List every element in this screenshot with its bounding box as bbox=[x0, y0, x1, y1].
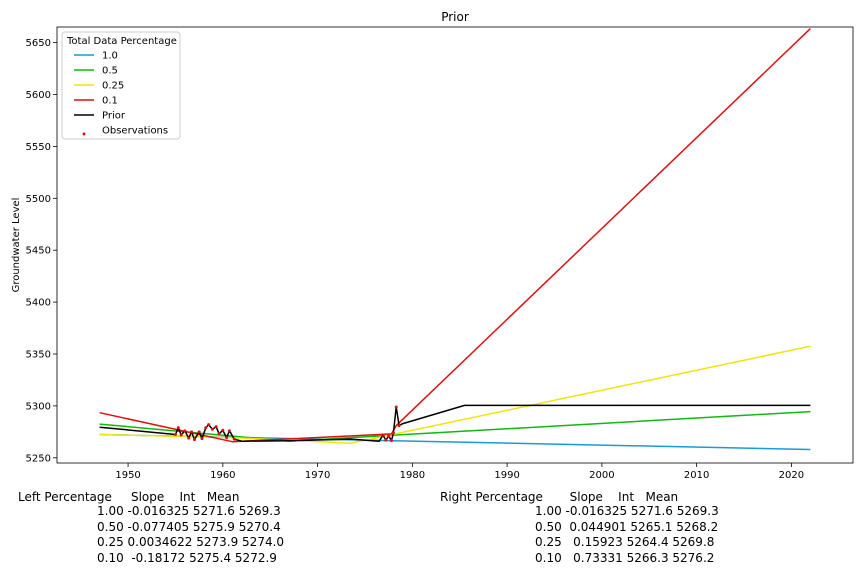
y-tick-label: 5650 bbox=[26, 38, 51, 49]
observation-point bbox=[190, 430, 194, 434]
right-table-row: 1.00 -0.016325 5271.6 5269.3 bbox=[535, 504, 719, 518]
left-stats-table: Left Percentage Slope Int Mean 1.00 -0.0… bbox=[18, 490, 284, 566]
y-tick-label: 5350 bbox=[26, 350, 51, 361]
observation-point bbox=[221, 428, 225, 432]
x-tick-label: 1970 bbox=[305, 470, 330, 481]
right-table-row: 0.25 0.15923 5264.4 5269.8 bbox=[535, 535, 715, 549]
y-tick-label: 5400 bbox=[26, 298, 51, 309]
left-table-row: 1.00 -0.016325 5271.6 5269.3 bbox=[97, 504, 281, 518]
series-line-0.1 bbox=[99, 28, 811, 443]
x-tick-label: 1980 bbox=[400, 470, 425, 481]
y-tick-label: 5500 bbox=[26, 194, 51, 205]
left-table-row: 0.10 -0.18172 5275.4 5272.9 bbox=[97, 550, 277, 565]
observation-point bbox=[227, 429, 231, 433]
x-tick-label: 1960 bbox=[210, 470, 235, 481]
observation-point bbox=[197, 430, 201, 434]
observation-point bbox=[173, 432, 177, 436]
right-stats-table: Right Percentage Slope Int Mean 1.00 -0.… bbox=[440, 490, 719, 566]
observation-point bbox=[179, 433, 183, 437]
observation-point bbox=[217, 432, 221, 436]
legend-entry: 0.5 bbox=[102, 66, 118, 77]
left-table-row: 0.25 0.0034622 5273.9 5274.0 bbox=[97, 535, 285, 549]
y-tick-label: 5300 bbox=[26, 401, 51, 412]
observation-point bbox=[394, 405, 398, 409]
right-table-row: 0.10 0.73331 5266.3 5276.2 bbox=[535, 550, 715, 565]
observation-point bbox=[381, 433, 385, 437]
left-table-row: 0.50 -0.077405 5275.9 5270.4 bbox=[97, 519, 281, 534]
x-tick-label: 2020 bbox=[779, 470, 804, 481]
observation-point bbox=[204, 426, 208, 430]
observation-point bbox=[390, 439, 394, 443]
legend-title: Total Data Percentage bbox=[66, 36, 177, 47]
observation-point bbox=[384, 438, 388, 442]
legend-entry: 1.0 bbox=[102, 51, 118, 62]
legend-entry: Prior bbox=[102, 111, 126, 122]
observation-point bbox=[210, 427, 214, 431]
observation-point bbox=[192, 438, 196, 442]
plot-frame bbox=[56, 26, 854, 464]
y-tick-label: 5250 bbox=[26, 453, 51, 464]
observation-point bbox=[225, 436, 229, 440]
observation-point bbox=[232, 437, 236, 441]
legend-box bbox=[61, 31, 181, 140]
x-tick-label: 2000 bbox=[589, 470, 614, 481]
chart-title: Prior bbox=[441, 10, 469, 24]
observation-point bbox=[187, 436, 191, 440]
observation-point bbox=[214, 425, 218, 429]
y-tick-label: 5550 bbox=[26, 142, 51, 153]
x-tick-label: 1990 bbox=[494, 470, 519, 481]
y-tick-label: 5600 bbox=[26, 90, 51, 101]
left-table-header: Left Percentage Slope Int Mean bbox=[18, 490, 240, 504]
x-tick-label: 1950 bbox=[115, 470, 140, 481]
y-tick-label: 5450 bbox=[26, 246, 51, 257]
right-table-row: 0.50 0.044901 5265.1 5268.2 bbox=[535, 519, 719, 534]
observation-point bbox=[176, 426, 180, 430]
observation-point bbox=[200, 437, 204, 441]
right-table-header: Right Percentage Slope Int Mean bbox=[440, 490, 679, 504]
y-axis-label: Groundwater Level bbox=[11, 198, 22, 293]
observation-point bbox=[387, 434, 391, 438]
observation-point bbox=[183, 429, 187, 433]
observation-point bbox=[391, 431, 395, 435]
legend-entry: Observations bbox=[102, 126, 168, 137]
legend-marker bbox=[82, 132, 86, 136]
chart: Prior Groundwater Level 1950 1960 1970 1980 19… bbox=[11, 10, 854, 481]
x-tick-label: 2010 bbox=[684, 470, 709, 481]
observation-point bbox=[397, 424, 401, 428]
legend-entry: 0.1 bbox=[102, 96, 118, 107]
legend-entry: 0.25 bbox=[102, 81, 124, 92]
observation-point bbox=[207, 423, 211, 427]
